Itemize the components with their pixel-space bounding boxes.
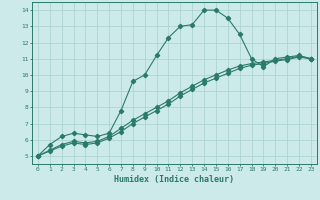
X-axis label: Humidex (Indice chaleur): Humidex (Indice chaleur) <box>115 175 234 184</box>
